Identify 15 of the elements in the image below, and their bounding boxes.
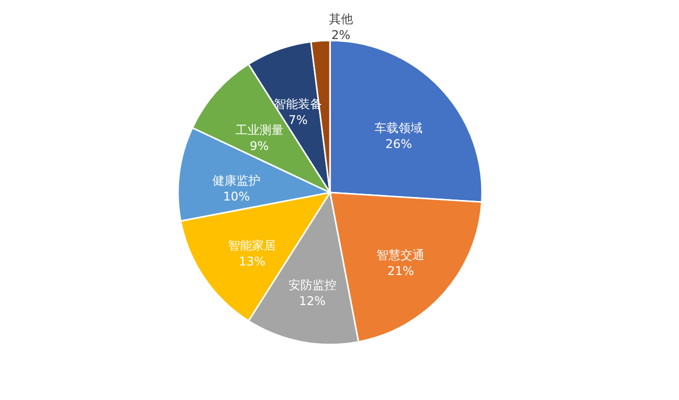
data-label: 26% [385, 136, 412, 151]
slice-label: 健康监护 [212, 174, 261, 188]
slice-label: 安防监控 [288, 278, 336, 292]
slice-label: 工业测量 [235, 123, 284, 138]
data-label: 7% [288, 112, 308, 127]
slice-label: 其他 [328, 12, 353, 26]
data-label: 10% [223, 190, 250, 204]
data-label: 21% [387, 264, 414, 278]
slice-label: 车载领域 [374, 120, 423, 135]
slice-label: 智慧交通 [376, 248, 425, 262]
data-label: 13% [238, 254, 266, 268]
data-label: 9% [250, 139, 269, 154]
data-label: 12% [299, 294, 326, 308]
slice-label: 智能家居 [228, 238, 276, 252]
data-label: 2% [331, 28, 350, 42]
